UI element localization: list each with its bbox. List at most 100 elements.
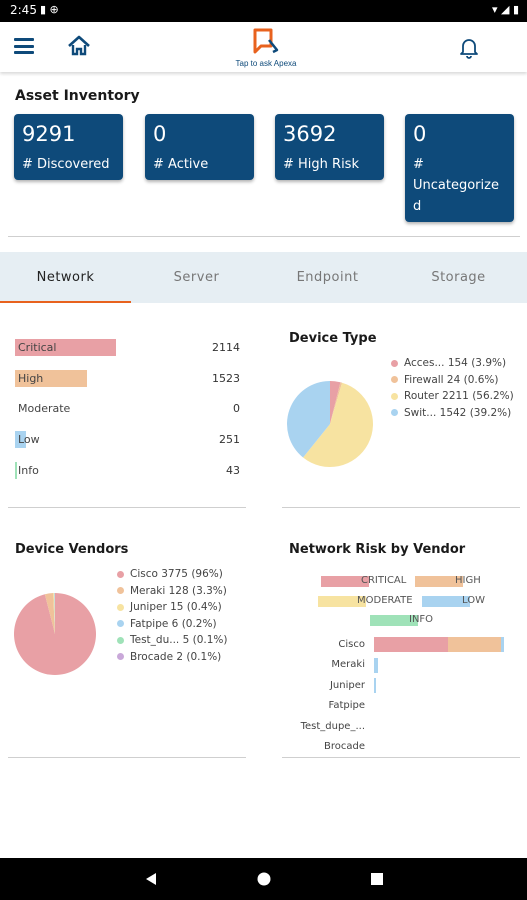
tab-network[interactable]: Network	[36, 270, 95, 285]
home-nav-icon[interactable]	[257, 872, 271, 886]
uncategorized-label-line: d	[413, 199, 422, 214]
uncategorized-label: # Uncategorize d	[413, 154, 499, 217]
legend-swatch	[117, 570, 124, 578]
risk-value: 251	[219, 433, 240, 446]
legend-swatch	[117, 620, 124, 627]
bar-cisco-high[interactable]	[447, 637, 501, 652]
device-type-title: Device Type	[289, 331, 377, 346]
pie-slice-juniper[interactable]	[53, 593, 55, 634]
menu-icon[interactable]	[14, 38, 34, 54]
legend-swatch	[391, 409, 398, 416]
legend-swatch	[117, 636, 124, 644]
risk-bar	[15, 370, 87, 387]
device-type-legend: Acces... 154 (3.9%) Firewall 24 (0.6%) R…	[391, 357, 514, 423]
legend-label: Test_du... 5 (0.1%)	[130, 634, 228, 646]
discovered-tile[interactable]: 9291 # Discovered	[14, 114, 123, 180]
risk-bar	[15, 462, 18, 479]
legend-item: Cisco 3775 (96%)	[117, 568, 227, 585]
device-vendors-divider	[8, 757, 246, 758]
legend-label: HIGH	[455, 575, 481, 586]
bar-cisco-critical[interactable]	[374, 637, 448, 652]
pie-slice-router[interactable]	[303, 382, 373, 467]
active-tab-indicator	[0, 301, 131, 303]
legend-swatch	[391, 376, 398, 383]
logo-caption: Tap to ask Apexa	[235, 59, 297, 68]
risk-label: Moderate	[18, 402, 71, 415]
tab-endpoint[interactable]: Endpoint	[296, 270, 359, 285]
legend-item: Brocade 2 (0.1%)	[117, 651, 227, 668]
legend-item: Swit... 1542 (39.2%)	[391, 407, 514, 424]
pie-slice-meraki[interactable]	[44, 593, 55, 634]
discovered-count: 9291	[22, 122, 76, 146]
legend-swatch	[117, 653, 124, 660]
bar-meraki-low[interactable]	[374, 657, 379, 673]
vendor-label: Fatpipe	[328, 700, 365, 711]
tab-server[interactable]: Server	[173, 270, 220, 285]
legend-label: Meraki 128 (3.3%)	[130, 584, 227, 597]
network-risk-divider	[282, 757, 520, 758]
legend-label: Cisco 3775 (96%)	[130, 568, 223, 580]
risk-divider	[8, 507, 246, 508]
risk-row-low[interactable]: Low 251	[15, 431, 240, 449]
legend-label: Juniper 15 (0.4%)	[130, 601, 222, 613]
status-time: 2:45	[10, 3, 37, 17]
legend-swatch	[391, 392, 398, 400]
risk-row-high[interactable]: High 1523	[15, 370, 240, 388]
uncategorized-label-line: Uncategorize	[413, 178, 499, 193]
uncategorized-count: 0	[413, 122, 427, 146]
risk-value: 2114	[212, 341, 240, 354]
legend-label: MODERATE	[357, 595, 413, 606]
device-type-pie-chart[interactable]	[286, 380, 374, 468]
risk-label: Info	[18, 464, 39, 477]
discovered-label: # Discovered	[22, 157, 110, 172]
risk-row-moderate[interactable]: Moderate 0	[15, 400, 240, 418]
active-count: 0	[153, 122, 167, 146]
status-bar: 2:45 ▮ ⊕ ▾ ◢ ▮	[0, 0, 527, 22]
pie-slice-fatpipe[interactable]	[54, 593, 55, 634]
device-vendors-title: Device Vendors	[15, 542, 129, 557]
vendor-label: Meraki	[331, 659, 365, 670]
app-bar: Tap to ask Apexa	[0, 22, 527, 72]
legend-swatch	[391, 359, 398, 367]
high-risk-tile[interactable]: 3692 # High Risk	[275, 114, 384, 180]
pie-slice-swit[interactable]	[287, 381, 330, 458]
legend-label: Firewall 24 (0.6%)	[404, 373, 499, 386]
risk-value: 1523	[212, 372, 240, 385]
inventory-divider	[8, 236, 520, 237]
uncategorized-label-line: #	[413, 157, 424, 172]
legend-swatch	[370, 615, 418, 626]
legend-swatch	[321, 576, 369, 587]
vendor-label: Test_dupe_...	[300, 721, 365, 732]
bar-juniper-low[interactable]	[374, 678, 376, 693]
legend-label: LOW	[462, 595, 485, 606]
legend-item: Meraki 128 (3.3%)	[117, 585, 227, 602]
uncategorized-tile[interactable]: 0 # Uncategorize d	[405, 114, 514, 222]
risk-label: High	[18, 372, 44, 385]
legend-item: Fatpipe 6 (0.2%)	[117, 618, 227, 635]
notification-bell-icon[interactable]	[458, 35, 480, 59]
active-label: # Active	[153, 157, 209, 172]
legend-item: Test_du... 5 (0.1%)	[117, 634, 227, 651]
legend-item: Router 2211 (56.2%)	[391, 390, 514, 407]
apexa-logo[interactable]: Tap to ask Apexa	[226, 26, 306, 70]
device-vendors-pie-chart[interactable]	[13, 592, 97, 676]
pie-slice-acces[interactable]	[330, 381, 341, 424]
tab-storage[interactable]: Storage	[431, 270, 486, 285]
legend-swatch	[318, 596, 366, 607]
risk-row-info[interactable]: Info 43	[15, 462, 240, 480]
legend-item: Acces... 154 (3.9%)	[391, 357, 514, 374]
recents-icon[interactable]	[370, 872, 384, 886]
home-icon[interactable]	[66, 34, 92, 58]
active-tile[interactable]: 0 # Active	[145, 114, 254, 180]
vendor-label: Brocade	[324, 741, 365, 752]
legend-label: Fatpipe 6 (0.2%)	[130, 617, 217, 630]
asset-type-tabs: Network Server Endpoint Storage	[0, 252, 527, 303]
legend-item: Juniper 15 (0.4%)	[117, 601, 227, 618]
bar-cisco-low[interactable]	[500, 637, 505, 652]
pie-slice-firewall[interactable]	[330, 382, 343, 424]
risk-row-critical[interactable]: Critical 2114	[15, 339, 240, 357]
risk-label: Critical	[18, 341, 57, 354]
legend-label: Acces... 154 (3.9%)	[404, 357, 507, 369]
system-nav-bar	[0, 858, 527, 900]
back-icon[interactable]	[144, 872, 158, 886]
